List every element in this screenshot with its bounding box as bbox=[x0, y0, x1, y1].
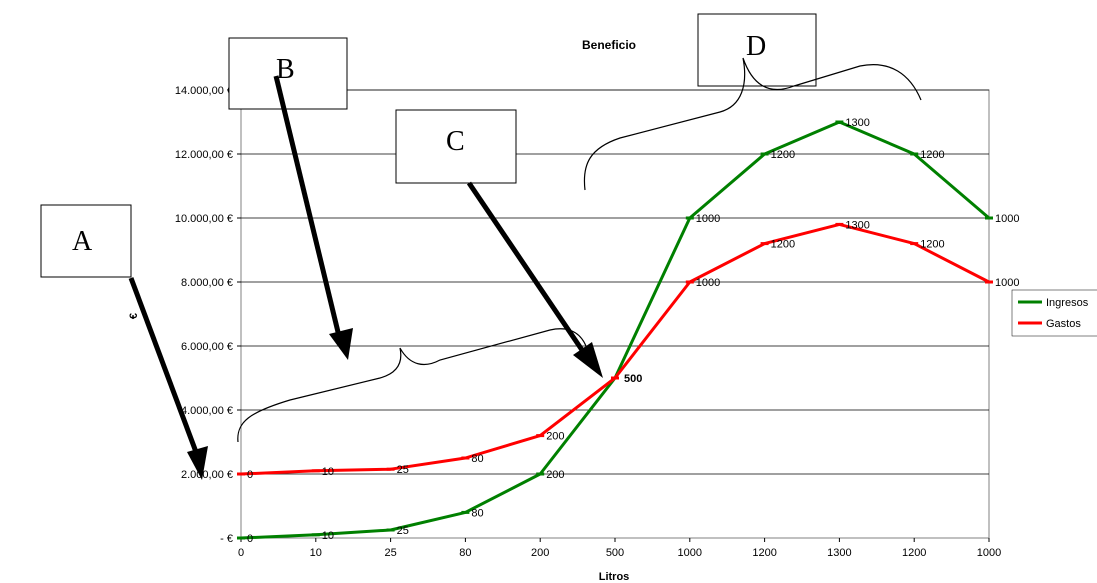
data-labels-layer: 0 10 25 80 200 1000 1200 1300 1200 1000 0 10 25 80 200… bbox=[247, 117, 1019, 545]
x-tick-label-0: 0 bbox=[238, 547, 244, 559]
annotation-label-b: B bbox=[276, 54, 295, 85]
brace-under-b bbox=[237, 328, 587, 443]
y-tick-label-2: 4.000,00 € bbox=[181, 405, 233, 417]
arrow-b-head bbox=[329, 328, 353, 360]
data-label-gastos-8: 1300 bbox=[845, 219, 869, 231]
arrow-c-head bbox=[573, 342, 603, 378]
arrow-c-shaft bbox=[466, 181, 585, 352]
legend-label-gastos: Gastos bbox=[1046, 318, 1081, 330]
arrow-b-shaft bbox=[273, 75, 341, 333]
y-tick-label-6: 12.000,00 € bbox=[175, 149, 233, 161]
brace-d bbox=[583, 57, 922, 191]
annotation-box-d bbox=[697, 13, 817, 87]
data-label-gastos-9: 1200 bbox=[920, 239, 944, 251]
data-label-gastos-7: 1200 bbox=[771, 239, 795, 251]
annotation-box-c bbox=[395, 109, 517, 184]
annotation-label-c: C bbox=[446, 126, 465, 157]
x-tick-label-1: 10 bbox=[310, 547, 322, 559]
data-label-gastos-2: 25 bbox=[397, 464, 409, 476]
x-tick-label-7: 1200 bbox=[752, 547, 776, 559]
data-label-gastos-5: 500 bbox=[624, 373, 642, 385]
annotation-box-b bbox=[228, 37, 348, 110]
data-label-ingresos-7: 1200 bbox=[771, 149, 795, 161]
data-label-ingresos-9: 1200 bbox=[920, 149, 944, 161]
x-tick-label-3: 80 bbox=[459, 547, 471, 559]
x-tick-label-4: 200 bbox=[531, 547, 549, 559]
legend-box bbox=[1011, 289, 1097, 337]
data-label-gastos-6: 1000 bbox=[696, 277, 720, 289]
y-tick-label-4: 8.000,00 € bbox=[181, 277, 233, 289]
x-tick-label-8: 1300 bbox=[827, 547, 851, 559]
data-label-ingresos-3: 80 bbox=[471, 507, 483, 519]
data-label-ingresos-2: 25 bbox=[397, 525, 409, 537]
grid-lines bbox=[241, 89, 989, 475]
annotation-label-d: D bbox=[746, 31, 766, 62]
annotation-arrows bbox=[128, 75, 603, 480]
data-label-ingresos-4: 200 bbox=[546, 469, 564, 481]
data-label-ingresos-8: 1300 bbox=[845, 117, 869, 129]
data-label-gastos-4: 200 bbox=[546, 431, 564, 443]
x-tick-label-10: 1000 bbox=[977, 547, 1001, 559]
annotation-label-a: A bbox=[72, 226, 93, 257]
annotation-braces bbox=[237, 57, 922, 443]
y-axis: - € 2.000,00 € 4.000,00 € 6.000,00 € 8.000,0… bbox=[175, 85, 241, 545]
x-tick-label-2: 25 bbox=[384, 547, 396, 559]
data-label-ingresos-6: 1000 bbox=[696, 213, 720, 225]
chart-title: Beneficio bbox=[582, 38, 636, 52]
plot-area bbox=[240, 89, 990, 539]
y-tick-label-0: - € bbox=[220, 533, 233, 545]
arrow-a-head bbox=[187, 446, 208, 480]
data-label-gastos-10: 1000 bbox=[995, 277, 1019, 289]
legend: Ingresos Gastos bbox=[1011, 289, 1097, 337]
arrow-a-shaft bbox=[128, 277, 199, 453]
x-tick-label-6: 1000 bbox=[678, 547, 702, 559]
data-label-gastos-3: 80 bbox=[471, 453, 483, 465]
y-axis-label: € bbox=[128, 313, 140, 319]
data-label-gastos-0: 0 bbox=[247, 469, 253, 481]
x-axis-label: Litros bbox=[599, 571, 630, 583]
x-tick-label-5: 500 bbox=[606, 547, 624, 559]
series-layer bbox=[237, 120, 993, 540]
y-tick-label-1: 2.000,00 € bbox=[181, 469, 233, 481]
data-label-gastos-1: 10 bbox=[322, 466, 334, 478]
data-label-ingresos-1: 10 bbox=[322, 530, 334, 542]
x-axis: 0 10 25 80 200 500 1000 1200 1300 1200 1000 bbox=[238, 538, 1001, 559]
data-label-ingresos-0: 0 bbox=[247, 533, 253, 545]
y-tick-label-5: 10.000,00 € bbox=[175, 213, 233, 225]
legend-label-ingresos: Ingresos bbox=[1046, 297, 1089, 309]
annotation-box-a bbox=[40, 204, 132, 278]
y-tick-label-3: 6.000,00 € bbox=[181, 341, 233, 353]
y-tick-label-7: 14.000,00 € bbox=[175, 85, 233, 97]
data-label-ingresos-10: 1000 bbox=[995, 213, 1019, 225]
x-tick-label-9: 1200 bbox=[902, 547, 926, 559]
